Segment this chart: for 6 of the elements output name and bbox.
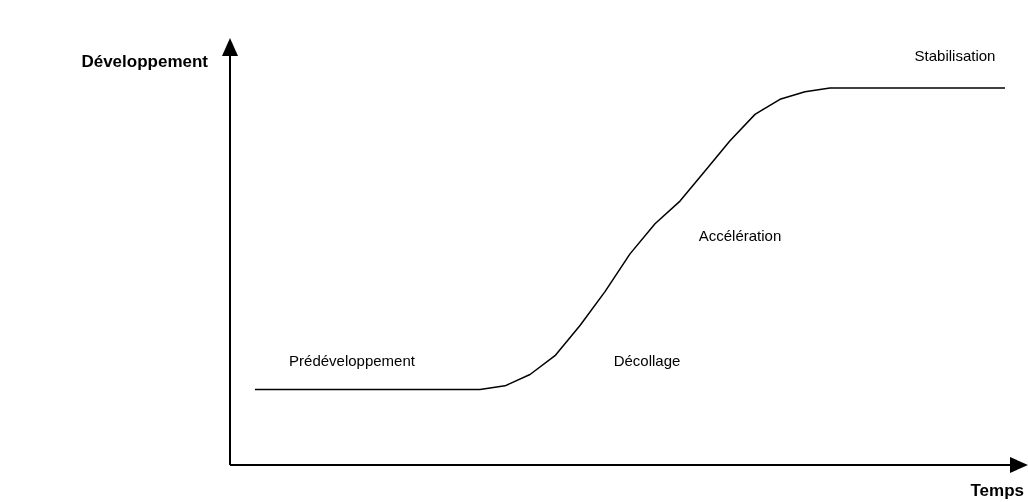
annotation: Prédéveloppement xyxy=(289,352,416,370)
y-axis-title: Développement xyxy=(81,51,209,71)
text: Stabilisation xyxy=(914,47,996,65)
x-axis-title: Temps xyxy=(970,480,1024,500)
annotation: Décollage xyxy=(613,352,681,370)
annotation: Accélération xyxy=(698,227,782,245)
